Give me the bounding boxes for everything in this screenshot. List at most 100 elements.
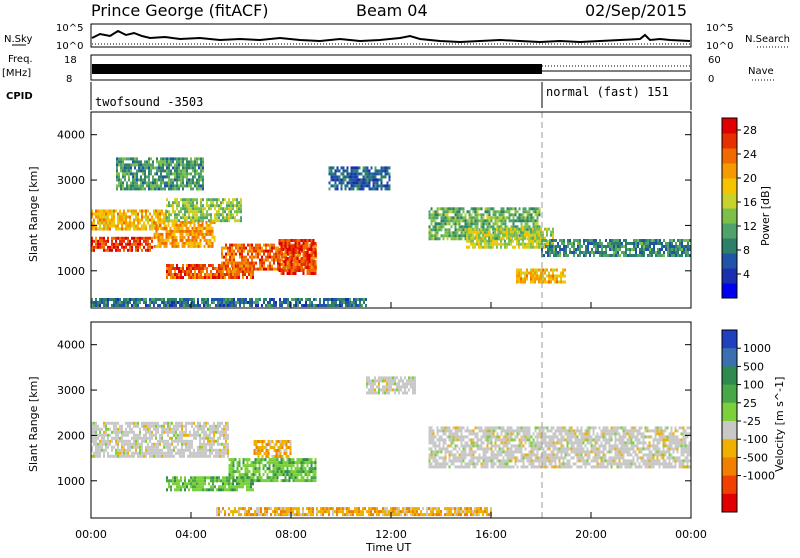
scatter-cell-power bbox=[184, 230, 186, 233]
scatter-cell-velocity bbox=[245, 473, 247, 476]
scatter-cell-power bbox=[252, 276, 254, 279]
scatter-cell-velocity bbox=[410, 376, 412, 379]
scatter-cell-power bbox=[93, 240, 95, 243]
scatter-cell-power bbox=[185, 298, 187, 301]
scatter-cell-power bbox=[117, 298, 119, 301]
scatter-cell-power bbox=[526, 275, 528, 278]
scatter-cell-velocity bbox=[187, 455, 189, 458]
scatter-cell-velocity bbox=[286, 449, 288, 452]
scatter-cell-velocity bbox=[217, 437, 219, 440]
scatter-cell-velocity bbox=[253, 464, 255, 467]
scatter-cell-power bbox=[455, 228, 457, 231]
scatter-cell-power bbox=[186, 224, 188, 227]
scatter-cell-power bbox=[375, 181, 377, 184]
scatter-cell-power bbox=[194, 219, 196, 222]
scatter-cell-power bbox=[146, 166, 148, 169]
scatter-cell-velocity bbox=[153, 443, 155, 446]
cpid-mode-2: normal (fast) 151 bbox=[546, 85, 669, 99]
scatter-cell-power bbox=[140, 184, 142, 187]
scatter-cell-power bbox=[194, 172, 196, 175]
scatter-cell-power bbox=[166, 219, 168, 222]
scatter-cell-velocity bbox=[227, 425, 229, 428]
scatter-cell-velocity bbox=[145, 446, 147, 449]
scatter-cell-power bbox=[503, 213, 505, 216]
scatter-cell-power bbox=[285, 263, 287, 266]
scatter-cell-power bbox=[172, 264, 174, 267]
scatter-cell-velocity bbox=[243, 464, 245, 467]
scatter-cell-power bbox=[192, 210, 194, 213]
scatter-cell-velocity bbox=[429, 447, 431, 450]
scatter-cell-velocity bbox=[293, 464, 295, 467]
scatter-cell-velocity bbox=[218, 488, 220, 491]
scatter-cell-power bbox=[589, 251, 591, 254]
scatter-cell-power bbox=[655, 242, 657, 245]
scatter-cell-power bbox=[504, 243, 506, 246]
scatter-cell-power bbox=[156, 178, 158, 181]
scatter-cell-velocity bbox=[199, 452, 201, 455]
scatter-cell-power bbox=[206, 210, 208, 213]
scatter-cell-power bbox=[439, 228, 441, 231]
scatter-cell-power bbox=[534, 231, 536, 234]
scatter-cell-velocity bbox=[201, 425, 203, 428]
scatter-cell-velocity bbox=[139, 452, 141, 455]
scatter-cell-velocity bbox=[141, 452, 143, 455]
scatter-cell-power bbox=[118, 181, 120, 184]
scatter-cell-power bbox=[528, 237, 530, 240]
scatter-cell-power bbox=[101, 301, 103, 304]
scatter-cell-power bbox=[447, 228, 449, 231]
scatter-cell-power bbox=[437, 222, 439, 225]
scatter-cell-power bbox=[200, 163, 202, 166]
scatter-cell-velocity bbox=[303, 464, 305, 467]
scatter-cell-power bbox=[251, 301, 253, 304]
scatter-cell-power bbox=[287, 242, 289, 245]
scatter-cell-power bbox=[532, 281, 534, 284]
scatter-cell-power bbox=[453, 216, 455, 219]
scatter-cell-power bbox=[184, 184, 186, 187]
scatter-cell-velocity bbox=[272, 446, 274, 449]
scatter-cell-velocity bbox=[188, 482, 190, 485]
scatter-cell-power bbox=[180, 157, 182, 160]
scatter-cell-power bbox=[506, 237, 508, 240]
colorbar-tick-label: 8 bbox=[743, 244, 750, 257]
scatter-cell-velocity bbox=[165, 428, 167, 431]
scatter-cell-power bbox=[120, 169, 122, 172]
scatter-cell-power bbox=[176, 157, 178, 160]
scatter-cell-power bbox=[238, 276, 240, 279]
scatter-cell-velocity bbox=[123, 443, 125, 446]
scatter-cell-velocity bbox=[105, 446, 107, 449]
scatter-cell-velocity bbox=[115, 434, 117, 437]
scatter-cell-velocity bbox=[199, 440, 201, 443]
scatter-cell-power bbox=[228, 198, 230, 201]
scatter-cell-power bbox=[135, 246, 137, 249]
scatter-cell-power bbox=[567, 245, 569, 248]
scatter-cell-power bbox=[111, 222, 113, 225]
scatter-cell-velocity bbox=[257, 479, 259, 482]
scatter-cell-power bbox=[671, 248, 673, 251]
scatter-cell-power bbox=[127, 304, 129, 307]
scatter-cell-power bbox=[182, 201, 184, 204]
scatter-cell-power bbox=[190, 230, 192, 233]
scatter-cell-velocity bbox=[139, 437, 141, 440]
scatter-cell-velocity bbox=[224, 482, 226, 485]
scatter-cell-power bbox=[166, 264, 168, 267]
scatter-cell-velocity bbox=[305, 473, 307, 476]
scatter-cell-velocity bbox=[311, 479, 313, 482]
scatter-cell-velocity bbox=[163, 428, 165, 431]
scatter-cell-power bbox=[93, 249, 95, 252]
scatter-cell-power bbox=[196, 230, 198, 233]
scatter-cell-power bbox=[559, 254, 561, 257]
scatter-cell-power bbox=[663, 245, 665, 248]
scatter-cell-power bbox=[186, 184, 188, 187]
scatter-cell-power bbox=[573, 251, 575, 254]
scatter-cell-velocity bbox=[103, 449, 105, 452]
scatter-cell-power bbox=[231, 298, 233, 301]
scatter-cell-power bbox=[529, 216, 531, 219]
scatter-cell-power bbox=[593, 242, 595, 245]
scatter-cell-velocity bbox=[123, 455, 125, 458]
scatter-cell-power bbox=[534, 269, 536, 272]
scatter-cell-power bbox=[532, 275, 534, 278]
scatter-cell-velocity bbox=[249, 476, 251, 479]
scatter-cell-velocity bbox=[213, 440, 215, 443]
scatter-cell-power bbox=[184, 198, 186, 201]
scatter-cell-power bbox=[526, 231, 528, 234]
